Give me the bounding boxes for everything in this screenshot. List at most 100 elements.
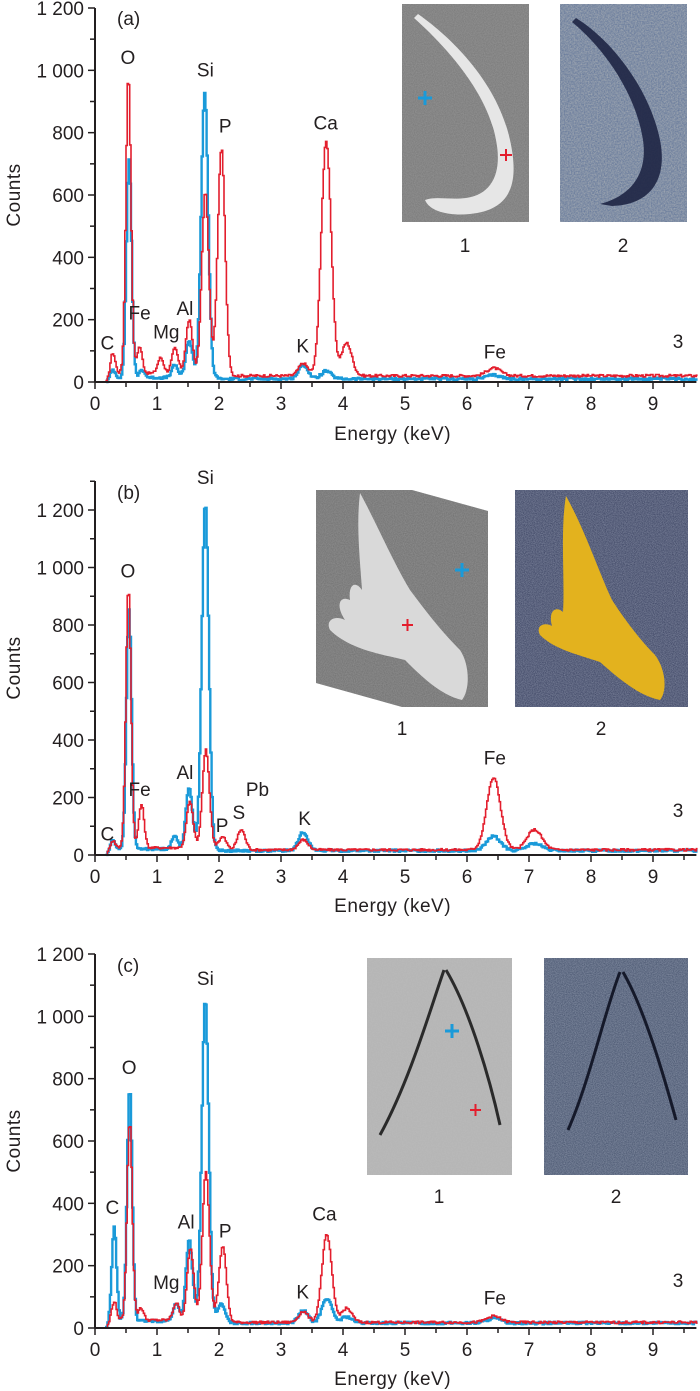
chart-panel-c: 0 200 400 600 800 1 000 1 200 0 1 2 3 4 5 6 7 8 9 Energy … bbox=[4, 945, 698, 1390]
y-tick-label: 400 bbox=[52, 248, 84, 269]
element-label: O bbox=[120, 562, 135, 583]
series-line-blue bbox=[106, 91, 698, 384]
y-tick-label: 0 bbox=[73, 1319, 84, 1340]
x-tick-label: 1 bbox=[152, 1340, 163, 1361]
panel-a-inset-1-sem-image bbox=[402, 4, 529, 222]
element-label: K bbox=[296, 1282, 309, 1303]
y-axis-title: Counts bbox=[4, 636, 25, 699]
x-tick-label: 4 bbox=[338, 867, 349, 888]
x-tick-label: 5 bbox=[400, 1340, 411, 1361]
element-label: Ca bbox=[312, 1204, 337, 1225]
x-axis-title: Energy (keV) bbox=[334, 896, 451, 917]
x-axis-title: Energy (keV) bbox=[334, 424, 451, 445]
element-label: Fe bbox=[484, 748, 506, 769]
chart-panel-a: 0 200 400 600 800 1 000 1 200 0 1 2 3 4 5 6 7 8 9 Energy … bbox=[4, 0, 698, 445]
element-label: Fe bbox=[484, 343, 506, 364]
series-line-red bbox=[105, 82, 698, 382]
element-label: P bbox=[219, 117, 232, 138]
blue-cross-marker bbox=[445, 1024, 459, 1038]
element-label: Ca bbox=[313, 114, 338, 135]
x-tick-label: 1 bbox=[152, 867, 163, 888]
red-cross-marker bbox=[470, 1104, 481, 1116]
x-tick-label: 9 bbox=[648, 1340, 659, 1361]
x-tick-label: 0 bbox=[90, 394, 101, 415]
x-tick-label: 7 bbox=[524, 867, 535, 888]
chart-panel-b: 0 200 400 600 800 1 000 1 200 0 1 2 3 4 5 6 7 8 9 Energy … bbox=[4, 468, 698, 917]
x-tick-label: 4 bbox=[338, 394, 349, 415]
y-tick-label: 200 bbox=[52, 1257, 84, 1278]
y-tick-label: 1 000 bbox=[36, 559, 84, 580]
y-tick-label: 1 000 bbox=[36, 61, 84, 82]
element-label: Mg bbox=[153, 1273, 179, 1294]
element-label: Pb bbox=[246, 780, 269, 801]
y-tick-label: 200 bbox=[52, 311, 84, 332]
element-label: Al bbox=[176, 299, 193, 320]
inset-number-label: 1 bbox=[434, 1187, 445, 1208]
y-tick-label: 400 bbox=[52, 731, 84, 752]
element-label: Al bbox=[176, 763, 193, 784]
inset-number-label: 3 bbox=[673, 332, 684, 353]
panel-b-inset-1-sem-image bbox=[316, 490, 488, 707]
element-label: P bbox=[219, 1222, 232, 1243]
inset-number-label: 1 bbox=[397, 719, 408, 740]
element-label: Fe bbox=[129, 780, 151, 801]
x-tick-label: 6 bbox=[462, 867, 473, 888]
series-line-blue bbox=[105, 506, 698, 857]
y-tick-label: 600 bbox=[52, 186, 84, 207]
specimen-outline bbox=[414, 14, 514, 215]
element-label: C bbox=[101, 333, 115, 354]
x-tick-label: 7 bbox=[524, 1340, 535, 1361]
element-label: Fe bbox=[129, 304, 151, 325]
element-label: O bbox=[120, 48, 135, 69]
panel-label: (c) bbox=[117, 956, 139, 977]
element-label: C bbox=[101, 825, 115, 846]
panel-label: (a) bbox=[117, 9, 140, 30]
element-label: C bbox=[105, 1198, 119, 1219]
panel-label: (b) bbox=[117, 483, 140, 504]
y-tick-label: 200 bbox=[52, 789, 84, 810]
y-axis-title: Counts bbox=[4, 163, 25, 226]
series-line-red bbox=[106, 1126, 698, 1329]
panel-b-inset-2-photo bbox=[515, 490, 688, 707]
panel-c-inset-2-photo bbox=[544, 958, 688, 1175]
x-tick-label: 8 bbox=[586, 394, 597, 415]
inset-number-label: 2 bbox=[618, 236, 629, 257]
x-tick-label: 2 bbox=[214, 1340, 225, 1361]
element-label: O bbox=[122, 1058, 137, 1079]
inset-number-label: 3 bbox=[673, 801, 684, 822]
x-tick-label: 9 bbox=[648, 867, 659, 888]
inset-number-label: 2 bbox=[611, 1187, 622, 1208]
y-tick-label: 800 bbox=[52, 124, 84, 145]
x-tick-label: 5 bbox=[400, 394, 411, 415]
element-label: K bbox=[298, 809, 311, 830]
x-tick-label: 7 bbox=[524, 394, 535, 415]
blue-cross-marker bbox=[418, 91, 432, 105]
y-tick-label: 0 bbox=[73, 373, 84, 394]
element-label: Si bbox=[197, 468, 214, 489]
element-label: K bbox=[296, 336, 309, 357]
x-tick-label: 1 bbox=[152, 394, 163, 415]
y-tick-label: 1 000 bbox=[36, 1007, 84, 1028]
x-tick-label: 9 bbox=[648, 394, 659, 415]
element-label: Si bbox=[197, 969, 214, 990]
x-tick-label: 0 bbox=[90, 1340, 101, 1361]
blue-cross-marker bbox=[455, 563, 469, 577]
element-label: Si bbox=[197, 61, 214, 82]
inset-number-label: 3 bbox=[673, 1271, 684, 1292]
x-tick-label: 4 bbox=[338, 1340, 349, 1361]
y-tick-label: 600 bbox=[52, 674, 84, 695]
x-tick-label: 8 bbox=[586, 1340, 597, 1361]
x-tick-label: 0 bbox=[90, 867, 101, 888]
x-axis-title: Energy (keV) bbox=[334, 1369, 451, 1390]
y-tick-label: 1 200 bbox=[36, 0, 84, 20]
series-line-red bbox=[106, 593, 698, 856]
y-tick-label: 0 bbox=[73, 846, 84, 867]
x-tick-label: 6 bbox=[462, 1340, 473, 1361]
x-tick-label: 3 bbox=[276, 394, 287, 415]
inset-number-label: 1 bbox=[460, 236, 471, 257]
y-tick-label: 800 bbox=[52, 1070, 84, 1091]
element-label: Fe bbox=[484, 1289, 506, 1310]
red-cross-marker bbox=[402, 619, 413, 631]
